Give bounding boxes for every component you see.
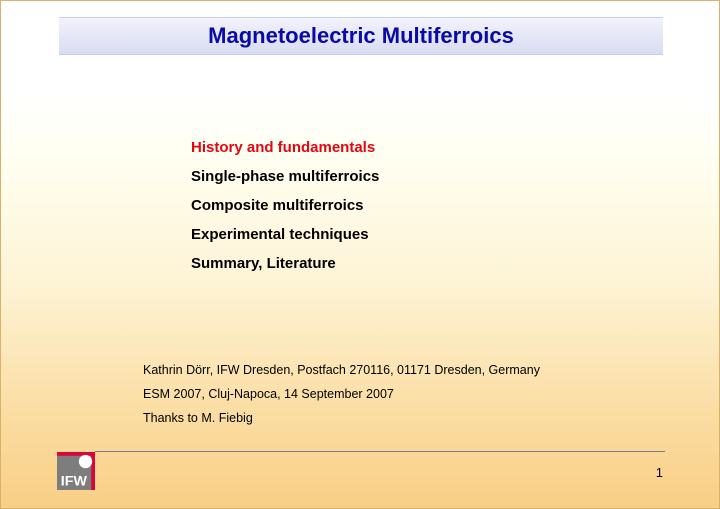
footer-divider: [95, 451, 665, 452]
outline-item: Summary, Literature: [191, 255, 379, 272]
author-line: Kathrin Dörr, IFW Dresden, Postfach 2701…: [143, 359, 540, 383]
outline-list: History and fundamentals Single-phase mu…: [191, 139, 379, 284]
ifw-logo-icon: IFW: [57, 452, 95, 490]
page-number: 1: [656, 465, 663, 480]
title-bar: Magnetoelectric Multiferroics: [59, 17, 663, 55]
outline-item: History and fundamentals: [191, 139, 379, 156]
author-info: Kathrin Dörr, IFW Dresden, Postfach 2701…: [143, 359, 540, 430]
outline-item: Composite multiferroics: [191, 197, 379, 214]
thanks-line: Thanks to M. Fiebig: [143, 407, 540, 431]
outline-item: Experimental techniques: [191, 226, 379, 243]
outline-item: Single-phase multiferroics: [191, 168, 379, 185]
logo-text: IFW: [61, 473, 88, 489]
slide: Magnetoelectric Multiferroics History an…: [0, 0, 720, 509]
event-line: ESM 2007, Cluj-Napoca, 14 September 2007: [143, 383, 540, 407]
slide-title: Magnetoelectric Multiferroics: [208, 23, 514, 49]
